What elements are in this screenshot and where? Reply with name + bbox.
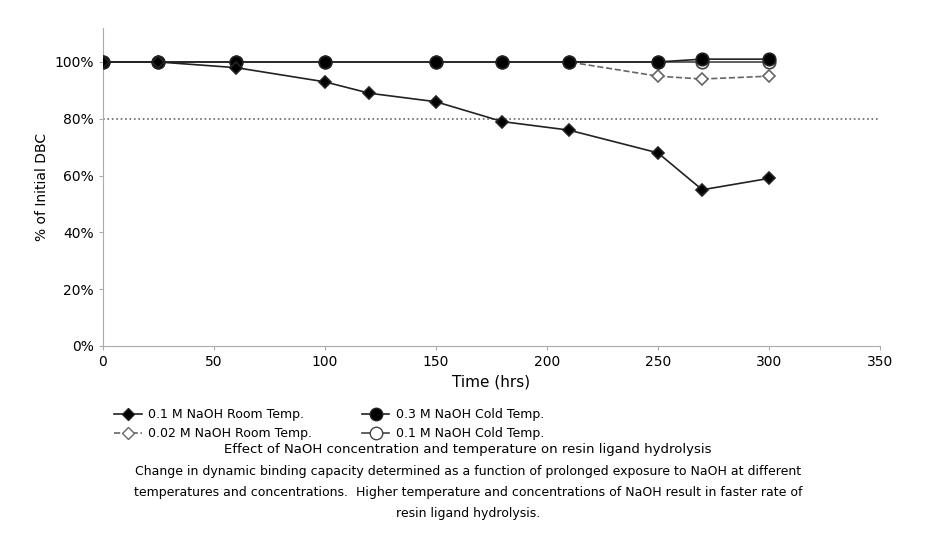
Y-axis label: % of Initial DBC: % of Initial DBC: [35, 133, 49, 241]
Text: resin ligand hydrolysis.: resin ligand hydrolysis.: [396, 507, 540, 520]
Text: Effect of NaOH concentration and temperature on resin ligand hydrolysis: Effect of NaOH concentration and tempera…: [225, 442, 711, 456]
X-axis label: Time (hrs): Time (hrs): [452, 374, 531, 389]
Text: temperatures and concentrations.  Higher temperature and concentrations of NaOH : temperatures and concentrations. Higher …: [134, 485, 802, 499]
Legend: 0.1 M NaOH Room Temp., 0.02 M NaOH Room Temp., 0.3 M NaOH Cold Temp., 0.1 M NaOH: 0.1 M NaOH Room Temp., 0.02 M NaOH Room …: [110, 403, 548, 445]
Text: Change in dynamic binding capacity determined as a function of prolonged exposur: Change in dynamic binding capacity deter…: [135, 465, 801, 478]
